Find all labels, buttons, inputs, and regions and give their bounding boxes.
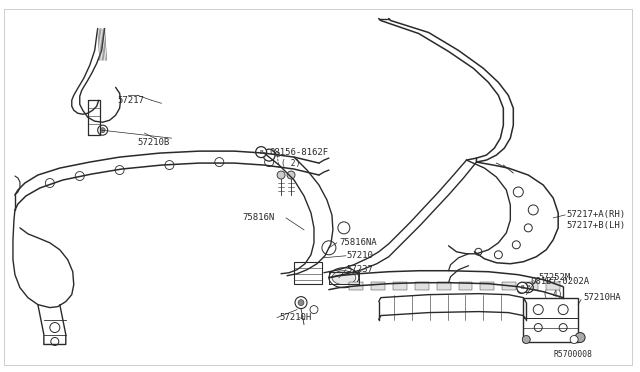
Text: 75816NA: 75816NA: [339, 238, 376, 247]
Circle shape: [338, 222, 350, 234]
Ellipse shape: [329, 268, 359, 288]
Circle shape: [215, 158, 224, 167]
Text: 57217+B(LH): 57217+B(LH): [566, 221, 625, 230]
Circle shape: [522, 336, 531, 343]
Text: ( 4): ( 4): [543, 290, 563, 299]
Text: ( 2): ( 2): [281, 158, 301, 167]
Bar: [502, 282, 516, 290]
Text: 08156-8162F: 08156-8162F: [269, 148, 328, 157]
Bar: [481, 282, 494, 290]
Bar: [458, 282, 472, 290]
Text: B: B: [520, 285, 524, 290]
Circle shape: [165, 161, 174, 170]
Circle shape: [287, 171, 295, 179]
Circle shape: [277, 171, 285, 179]
Circle shape: [51, 337, 59, 346]
Text: 57210B: 57210B: [138, 138, 170, 147]
Circle shape: [575, 333, 585, 343]
Circle shape: [295, 296, 307, 309]
Ellipse shape: [332, 271, 356, 285]
Circle shape: [100, 128, 105, 133]
Text: B: B: [259, 150, 263, 155]
Circle shape: [513, 187, 524, 197]
Text: R5700008: R5700008: [553, 350, 592, 359]
Circle shape: [45, 179, 54, 187]
Bar: [349, 282, 363, 290]
Text: 57252M: 57252M: [538, 273, 570, 282]
Bar: [436, 282, 451, 290]
Bar: [371, 282, 385, 290]
Bar: [524, 282, 538, 290]
Text: 57210: 57210: [347, 251, 374, 260]
Bar: [294, 262, 322, 284]
Circle shape: [50, 323, 60, 333]
Circle shape: [264, 158, 274, 167]
Circle shape: [517, 286, 525, 294]
Text: 57237: 57237: [347, 265, 374, 274]
Circle shape: [513, 241, 520, 249]
Text: 57210H: 57210H: [279, 313, 311, 322]
Text: B: B: [526, 285, 530, 290]
Circle shape: [76, 171, 84, 180]
Circle shape: [517, 282, 528, 293]
Circle shape: [475, 248, 482, 255]
Text: 57217: 57217: [118, 96, 145, 105]
Circle shape: [570, 336, 578, 343]
Circle shape: [524, 283, 533, 293]
Text: B: B: [275, 152, 279, 158]
Text: 081B7-0202A: 081B7-0202A: [531, 277, 589, 286]
Text: 75816N: 75816N: [242, 214, 275, 222]
Circle shape: [298, 299, 304, 306]
Circle shape: [533, 305, 543, 315]
Circle shape: [255, 147, 267, 158]
Bar: [415, 282, 429, 290]
Circle shape: [528, 205, 538, 215]
Text: 57210HA: 57210HA: [583, 293, 621, 302]
Circle shape: [263, 149, 275, 161]
Bar: [524, 298, 578, 343]
Circle shape: [558, 305, 568, 315]
Circle shape: [494, 251, 502, 259]
Bar: [546, 282, 560, 290]
Circle shape: [310, 306, 318, 314]
Bar: [393, 282, 406, 290]
Circle shape: [534, 324, 542, 331]
Circle shape: [524, 224, 532, 232]
Circle shape: [98, 125, 108, 135]
Circle shape: [115, 166, 124, 174]
Text: 57217+A(RH): 57217+A(RH): [566, 211, 625, 219]
Circle shape: [322, 241, 336, 255]
Circle shape: [559, 324, 567, 331]
